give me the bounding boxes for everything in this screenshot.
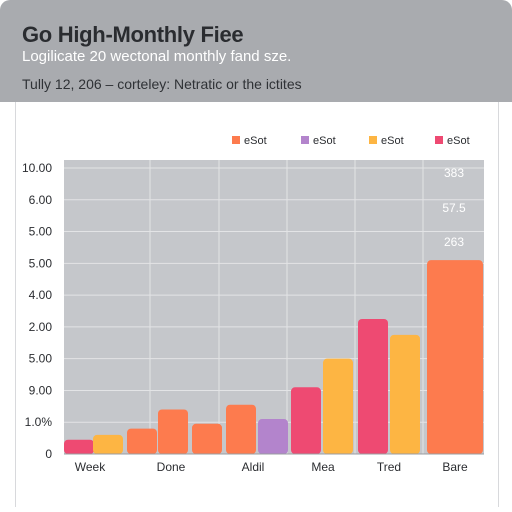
bar xyxy=(390,334,420,454)
y-tick-label: 1.0% xyxy=(25,415,53,429)
bar xyxy=(93,434,123,454)
data-label: 57.5 xyxy=(442,201,466,215)
data-label: 263 xyxy=(444,235,464,249)
x-category-label: Done xyxy=(157,460,186,474)
x-category-label: Aldil xyxy=(242,460,265,474)
legend-label: eSot xyxy=(381,135,404,147)
legend-swatch xyxy=(369,136,377,144)
y-tick-label: 5.00 xyxy=(29,352,53,366)
plot-area xyxy=(64,160,484,454)
legend-label: eSot xyxy=(313,135,336,147)
legend-label: eSot xyxy=(244,135,267,147)
y-tick-label: 10.00 xyxy=(22,161,52,175)
chart-header: Go High-Monthly Fiee Logilicate 20 wecto… xyxy=(0,0,512,102)
y-tick-label: 2.00 xyxy=(29,320,53,334)
legend-swatch xyxy=(435,136,443,144)
legend-swatch xyxy=(301,136,309,144)
x-category-label: Mea xyxy=(311,460,335,474)
legend-swatch xyxy=(232,136,240,144)
y-tick-label: 5.00 xyxy=(29,256,53,270)
bar xyxy=(358,318,388,454)
chart-title: Go High-Monthly Fiee xyxy=(22,22,244,47)
y-tick-label: 9.00 xyxy=(29,383,53,397)
y-tick-label: 6.00 xyxy=(29,193,53,207)
x-category-label: Week xyxy=(75,460,106,474)
bar xyxy=(323,358,353,454)
x-category-label: Bare xyxy=(442,460,468,474)
bar xyxy=(427,260,483,454)
y-tick-label: 0 xyxy=(45,447,52,461)
bar xyxy=(258,419,288,454)
bar xyxy=(127,428,157,454)
x-category-label: Tred xyxy=(377,460,401,474)
y-tick-label: 4.00 xyxy=(29,288,53,302)
chart-caption: Tully 12, 206 – corteley: Netratic or th… xyxy=(22,76,302,92)
bar xyxy=(64,439,94,454)
bar xyxy=(158,409,188,454)
bar xyxy=(192,423,222,454)
data-label: 383 xyxy=(444,166,464,180)
legend-label: eSot xyxy=(447,135,470,147)
y-tick-label: 5.00 xyxy=(29,225,53,239)
bar xyxy=(291,387,321,454)
bar xyxy=(226,404,256,454)
chart-subtitle: Logilicate 20 wectonal monthly fand sze. xyxy=(22,48,292,65)
